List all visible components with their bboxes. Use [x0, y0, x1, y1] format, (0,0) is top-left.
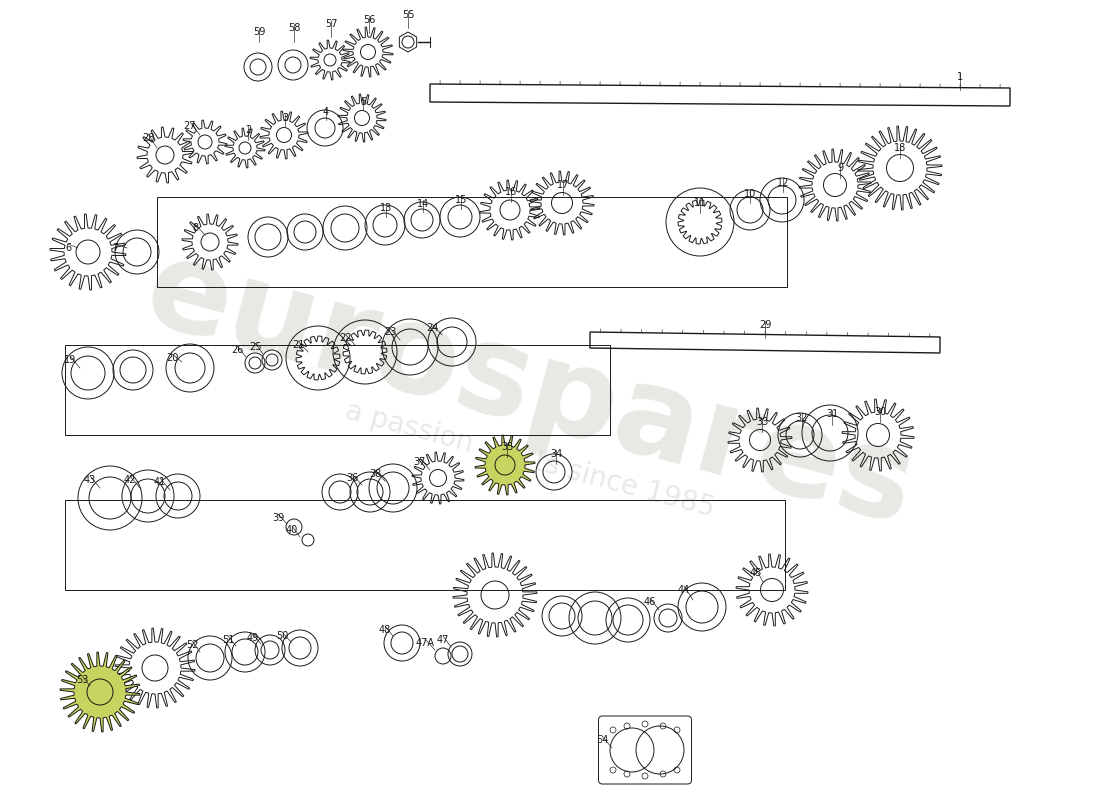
Text: 30: 30: [873, 407, 887, 417]
Text: 4: 4: [323, 107, 329, 117]
Text: 39: 39: [272, 513, 284, 523]
Text: 7: 7: [112, 243, 118, 253]
Text: 15: 15: [454, 195, 467, 205]
Text: 46: 46: [644, 597, 656, 607]
Text: 19: 19: [64, 355, 76, 365]
Text: 42: 42: [124, 475, 136, 485]
Text: 14: 14: [417, 199, 429, 209]
Text: 35: 35: [500, 442, 514, 452]
Text: 47: 47: [437, 635, 449, 645]
Text: 6: 6: [65, 243, 72, 253]
Text: 21: 21: [292, 340, 305, 350]
Text: 24: 24: [426, 323, 438, 333]
Text: 57: 57: [324, 19, 338, 29]
Text: 34: 34: [550, 449, 562, 459]
Text: 41: 41: [154, 477, 166, 487]
Bar: [65, 500, 785, 590]
Bar: [157, 197, 786, 287]
Text: 13: 13: [379, 203, 392, 213]
Text: 26: 26: [231, 345, 243, 355]
Text: 55: 55: [402, 10, 415, 20]
Text: 48: 48: [378, 625, 392, 635]
Text: 38: 38: [368, 469, 381, 479]
Text: 56: 56: [363, 15, 375, 25]
Text: 47A: 47A: [416, 638, 434, 648]
Text: 1: 1: [957, 72, 964, 82]
Text: 59: 59: [253, 27, 265, 37]
Text: 12: 12: [777, 178, 789, 188]
Text: 45: 45: [750, 568, 762, 578]
Text: 11: 11: [694, 198, 706, 208]
Text: 54: 54: [596, 735, 608, 745]
Text: 49: 49: [246, 633, 260, 643]
Text: 32: 32: [795, 413, 808, 423]
Text: 17: 17: [557, 180, 569, 190]
Text: 25: 25: [249, 342, 262, 352]
Text: 27: 27: [184, 121, 196, 131]
Text: 44: 44: [678, 585, 690, 595]
Bar: [65, 345, 610, 435]
Text: 23: 23: [384, 327, 396, 337]
Text: 37: 37: [414, 457, 426, 467]
Text: a passion  parts since 1985: a passion parts since 1985: [342, 397, 718, 523]
Text: 9: 9: [837, 163, 843, 173]
Polygon shape: [475, 435, 535, 495]
Text: 58: 58: [288, 23, 300, 33]
Text: 40: 40: [286, 525, 298, 535]
Text: 10: 10: [744, 189, 756, 199]
Text: eurospares: eurospares: [133, 230, 927, 550]
Text: 22: 22: [339, 333, 351, 343]
Text: 5: 5: [360, 97, 366, 107]
Text: 33: 33: [756, 417, 768, 427]
Text: 29: 29: [759, 320, 771, 330]
Text: 31: 31: [826, 409, 838, 419]
Polygon shape: [60, 652, 140, 732]
Text: 43: 43: [84, 475, 96, 485]
Text: 53: 53: [76, 675, 88, 685]
Text: 51: 51: [222, 635, 234, 645]
Text: 20: 20: [166, 353, 178, 363]
Text: 52: 52: [186, 640, 198, 650]
Text: 18: 18: [894, 143, 906, 153]
Text: 3: 3: [282, 113, 288, 123]
Text: 2: 2: [245, 125, 251, 135]
Text: 8: 8: [191, 223, 198, 233]
Text: 16: 16: [505, 187, 517, 197]
Text: 50: 50: [276, 631, 288, 641]
Text: 36: 36: [345, 473, 359, 483]
Text: 28: 28: [142, 133, 154, 143]
